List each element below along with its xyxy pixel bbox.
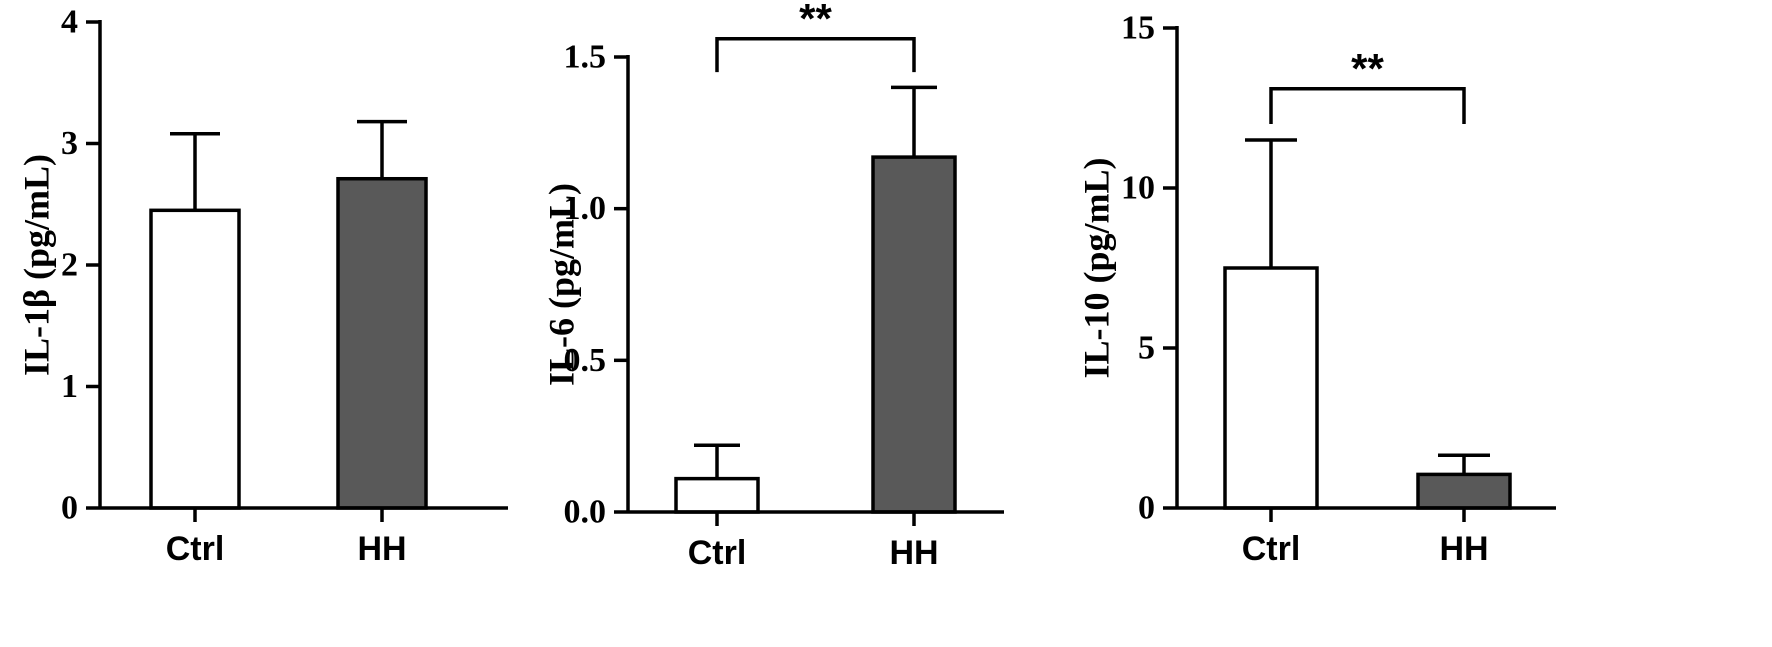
y-tick-label: 0.0 bbox=[564, 494, 607, 531]
x-tick-label: HH bbox=[357, 530, 406, 568]
y-tick-label: 1.0 bbox=[564, 190, 607, 227]
x-tick-label: HH bbox=[889, 534, 938, 572]
y-tick-label: 0 bbox=[61, 490, 78, 527]
significance-bracket bbox=[715, 37, 916, 73]
bar-ctrl bbox=[1223, 266, 1319, 510]
x-tick-label: Ctrl bbox=[166, 530, 225, 568]
significance-label: ** bbox=[1351, 45, 1384, 92]
bar-ctrl bbox=[149, 208, 241, 510]
y-axis-title: IL-1β (pg/mL) bbox=[16, 154, 56, 376]
x-tick-label: HH bbox=[1439, 530, 1488, 568]
y-tick-label: 5 bbox=[1138, 330, 1155, 367]
y-tick-label: 15 bbox=[1121, 10, 1155, 47]
y-tick-label: 1 bbox=[61, 368, 78, 405]
bar-hh bbox=[1416, 472, 1512, 510]
bar-ctrl bbox=[674, 476, 760, 514]
x-tick-label: Ctrl bbox=[688, 534, 747, 572]
y-axis-title: IL-10 (pg/mL) bbox=[1076, 157, 1116, 378]
significance-bracket bbox=[1269, 87, 1466, 124]
bar-hh bbox=[871, 155, 957, 514]
y-tick-label: 10 bbox=[1121, 170, 1155, 207]
chart-panel-1: IL-1β (pg/mL) 0 1 2 3 4 Ctrl HH bbox=[16, 4, 508, 568]
y-tick-label: 0.5 bbox=[564, 342, 607, 379]
chart-panel-3: IL-10 (pg/mL) 0 5 10 15 Ctrl HH ** bbox=[1076, 10, 1556, 568]
x-tick-label: Ctrl bbox=[1242, 530, 1301, 568]
y-tick-label: 1.5 bbox=[564, 39, 607, 76]
chart-panel-2: IL-6 (pg/mL) 0.0 0.5 1.0 1.5 Ctrl HH ** bbox=[541, 0, 1004, 572]
y-tick-label: 3 bbox=[61, 125, 78, 162]
y-axis-title: IL-6 (pg/mL) bbox=[541, 183, 581, 386]
y-tick-label: 0 bbox=[1138, 490, 1155, 527]
bar-hh bbox=[336, 176, 428, 510]
y-tick-label: 2 bbox=[61, 247, 78, 284]
significance-label: ** bbox=[799, 0, 832, 42]
y-tick-label: 4 bbox=[61, 4, 78, 41]
